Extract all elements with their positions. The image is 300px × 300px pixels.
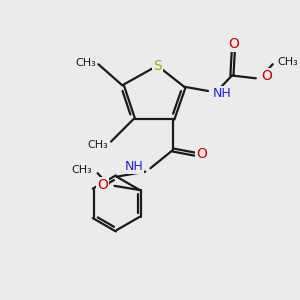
Text: O: O [229,37,240,51]
Text: O: O [196,147,207,161]
Text: CH₃: CH₃ [278,57,298,67]
Text: CH₃: CH₃ [88,140,108,150]
Text: O: O [261,69,272,83]
Text: CH₃: CH₃ [75,58,96,68]
Text: CH₃: CH₃ [72,165,93,176]
Text: NH: NH [124,160,143,172]
Text: O: O [98,178,108,192]
Text: S: S [153,59,162,73]
Text: NH: NH [213,87,232,100]
